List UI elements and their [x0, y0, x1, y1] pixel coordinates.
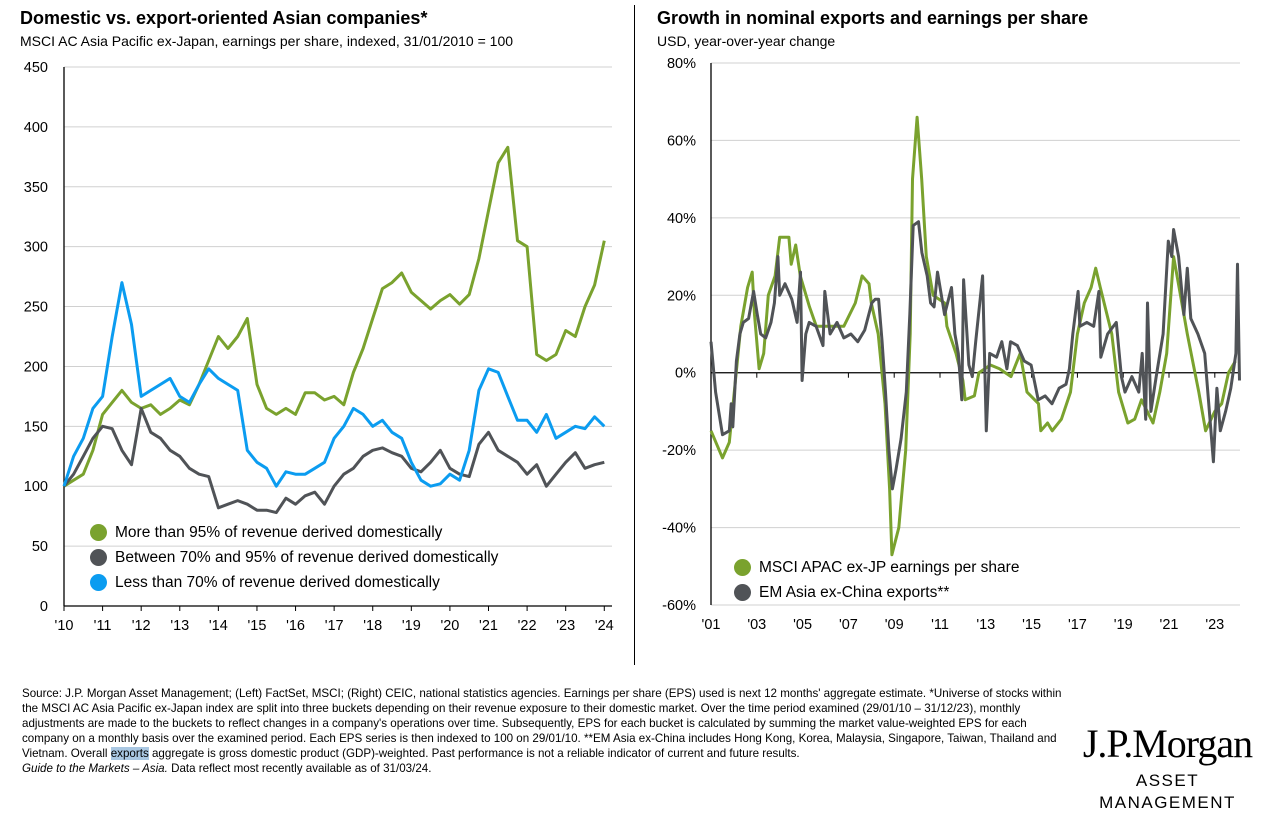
x-tick-label: '15	[248, 618, 267, 634]
y-tick-label: 100	[24, 479, 48, 495]
y-tick-label: 80%	[667, 56, 696, 72]
x-tick-label: '19	[1114, 617, 1133, 633]
y-tick-label: 20%	[667, 288, 696, 304]
jpmorgan-logo: J.P.Morgan ASSET MANAGEMENT	[1070, 722, 1265, 814]
legend-label: EM Asia ex-China exports**	[759, 583, 950, 601]
x-tick-label: '05	[793, 617, 812, 633]
right-chart-subtitle: USD, year-over-year change	[657, 33, 836, 49]
x-tick-label: '10	[55, 618, 74, 634]
left-legend: More than 95% of revenue derived domesti…	[90, 520, 498, 595]
legend-swatch	[90, 574, 107, 591]
x-tick-label: '13	[170, 618, 189, 634]
footnotes: Source: J.P. Morgan Asset Management; (L…	[22, 686, 1062, 776]
legend-item-export: Less than 70% of revenue derived domesti…	[90, 570, 498, 595]
x-tick-label: '20	[440, 618, 459, 634]
series-line-0-2	[62, 281, 606, 488]
x-tick-label: '24	[595, 618, 614, 634]
series-line-1-1	[709, 220, 1241, 491]
x-tick-label: '21	[479, 618, 498, 634]
y-tick-label: 60%	[667, 133, 696, 149]
charts-canvas: 0 50 100 150 200 250 300 350 400 450 '10 '11 '12 '13 '…	[24, 56, 1241, 634]
legend-item-mid: Between 70% and 95% of revenue derived d…	[90, 545, 498, 570]
x-tick-label: '21	[1160, 617, 1179, 633]
x-tick-label: '03	[747, 617, 766, 633]
highlighted-word: exports	[110, 747, 149, 760]
logo-division: ASSET MANAGEMENT	[1099, 771, 1236, 812]
legend-swatch	[734, 584, 751, 601]
y-tick-label: -20%	[662, 443, 696, 459]
y-tick-label: 250	[24, 300, 48, 316]
y-tick-label: 50	[32, 539, 48, 555]
y-tick-label: 150	[24, 419, 48, 435]
x-tick-label: '13	[976, 617, 995, 633]
left-chart-title: Domestic vs. export-oriented Asian compa…	[20, 8, 428, 28]
x-tick-label: '18	[363, 618, 382, 634]
legend-swatch	[90, 549, 107, 566]
x-tick-label: '23	[556, 618, 575, 634]
legend-label: MSCI APAC ex-JP earnings per share	[759, 558, 1020, 576]
legend-label: Less than 70% of revenue derived domesti…	[115, 573, 440, 591]
x-tick-label: '19	[402, 618, 421, 634]
y-tick-label: 350	[24, 180, 48, 196]
right-chart-title: Growth in nominal exports and earnings p…	[657, 8, 1089, 28]
data-note: Data reflect most recently available as …	[167, 762, 432, 775]
legend-item-exports: EM Asia ex-China exports**	[734, 580, 1019, 605]
left-chart-subtitle: MSCI AC Asia Pacific ex-Japan, earnings …	[20, 33, 514, 49]
y-tick-label: 400	[24, 120, 48, 136]
x-tick-label: '12	[132, 618, 151, 634]
legend-item-eps: MSCI APAC ex-JP earnings per share	[734, 555, 1019, 580]
x-tick-label: '23	[1205, 617, 1224, 633]
x-tick-label: '17	[1068, 617, 1087, 633]
legend-swatch	[90, 524, 107, 541]
series-line-1-0	[709, 115, 1237, 557]
logo-brand: J.P.Morgan	[1082, 721, 1253, 766]
x-tick-label: '09	[885, 617, 904, 633]
panel-divider	[634, 5, 635, 665]
x-tick-label: '16	[286, 618, 305, 634]
legend-swatch	[734, 559, 751, 576]
x-tick-label: '01	[702, 617, 721, 633]
right-legend: MSCI APAC ex-JP earnings per share EM As…	[734, 555, 1019, 605]
y-tick-label: 0%	[675, 366, 696, 382]
x-tick-label: '11	[94, 618, 112, 634]
footnote-text: Source: J.P. Morgan Asset Management; (L…	[22, 687, 1062, 760]
y-tick-label: 200	[24, 359, 48, 375]
series-line-0-1	[62, 406, 605, 515]
x-tick-label: '14	[209, 618, 228, 634]
y-tick-label: -60%	[662, 598, 696, 614]
y-tick-label: 0	[40, 599, 48, 615]
x-tick-label: '07	[839, 617, 858, 633]
footnote-text-2: aggregate is gross domestic product (GDP…	[148, 747, 800, 760]
y-tick-label: 40%	[667, 211, 696, 227]
x-tick-label: '15	[1022, 617, 1041, 633]
x-tick-label: '17	[325, 618, 344, 634]
guide-title: Guide to the Markets – Asia.	[22, 762, 168, 775]
legend-item-domestic: More than 95% of revenue derived domesti…	[90, 520, 498, 545]
x-tick-label: '11	[931, 617, 949, 633]
x-tick-label: '22	[518, 618, 537, 634]
y-tick-label: -40%	[662, 521, 696, 537]
y-tick-label: 450	[24, 60, 48, 76]
legend-label: More than 95% of revenue derived domesti…	[115, 523, 443, 541]
series-line-0-0	[63, 145, 606, 488]
y-tick-label: 300	[24, 240, 48, 256]
legend-label: Between 70% and 95% of revenue derived d…	[115, 548, 499, 566]
